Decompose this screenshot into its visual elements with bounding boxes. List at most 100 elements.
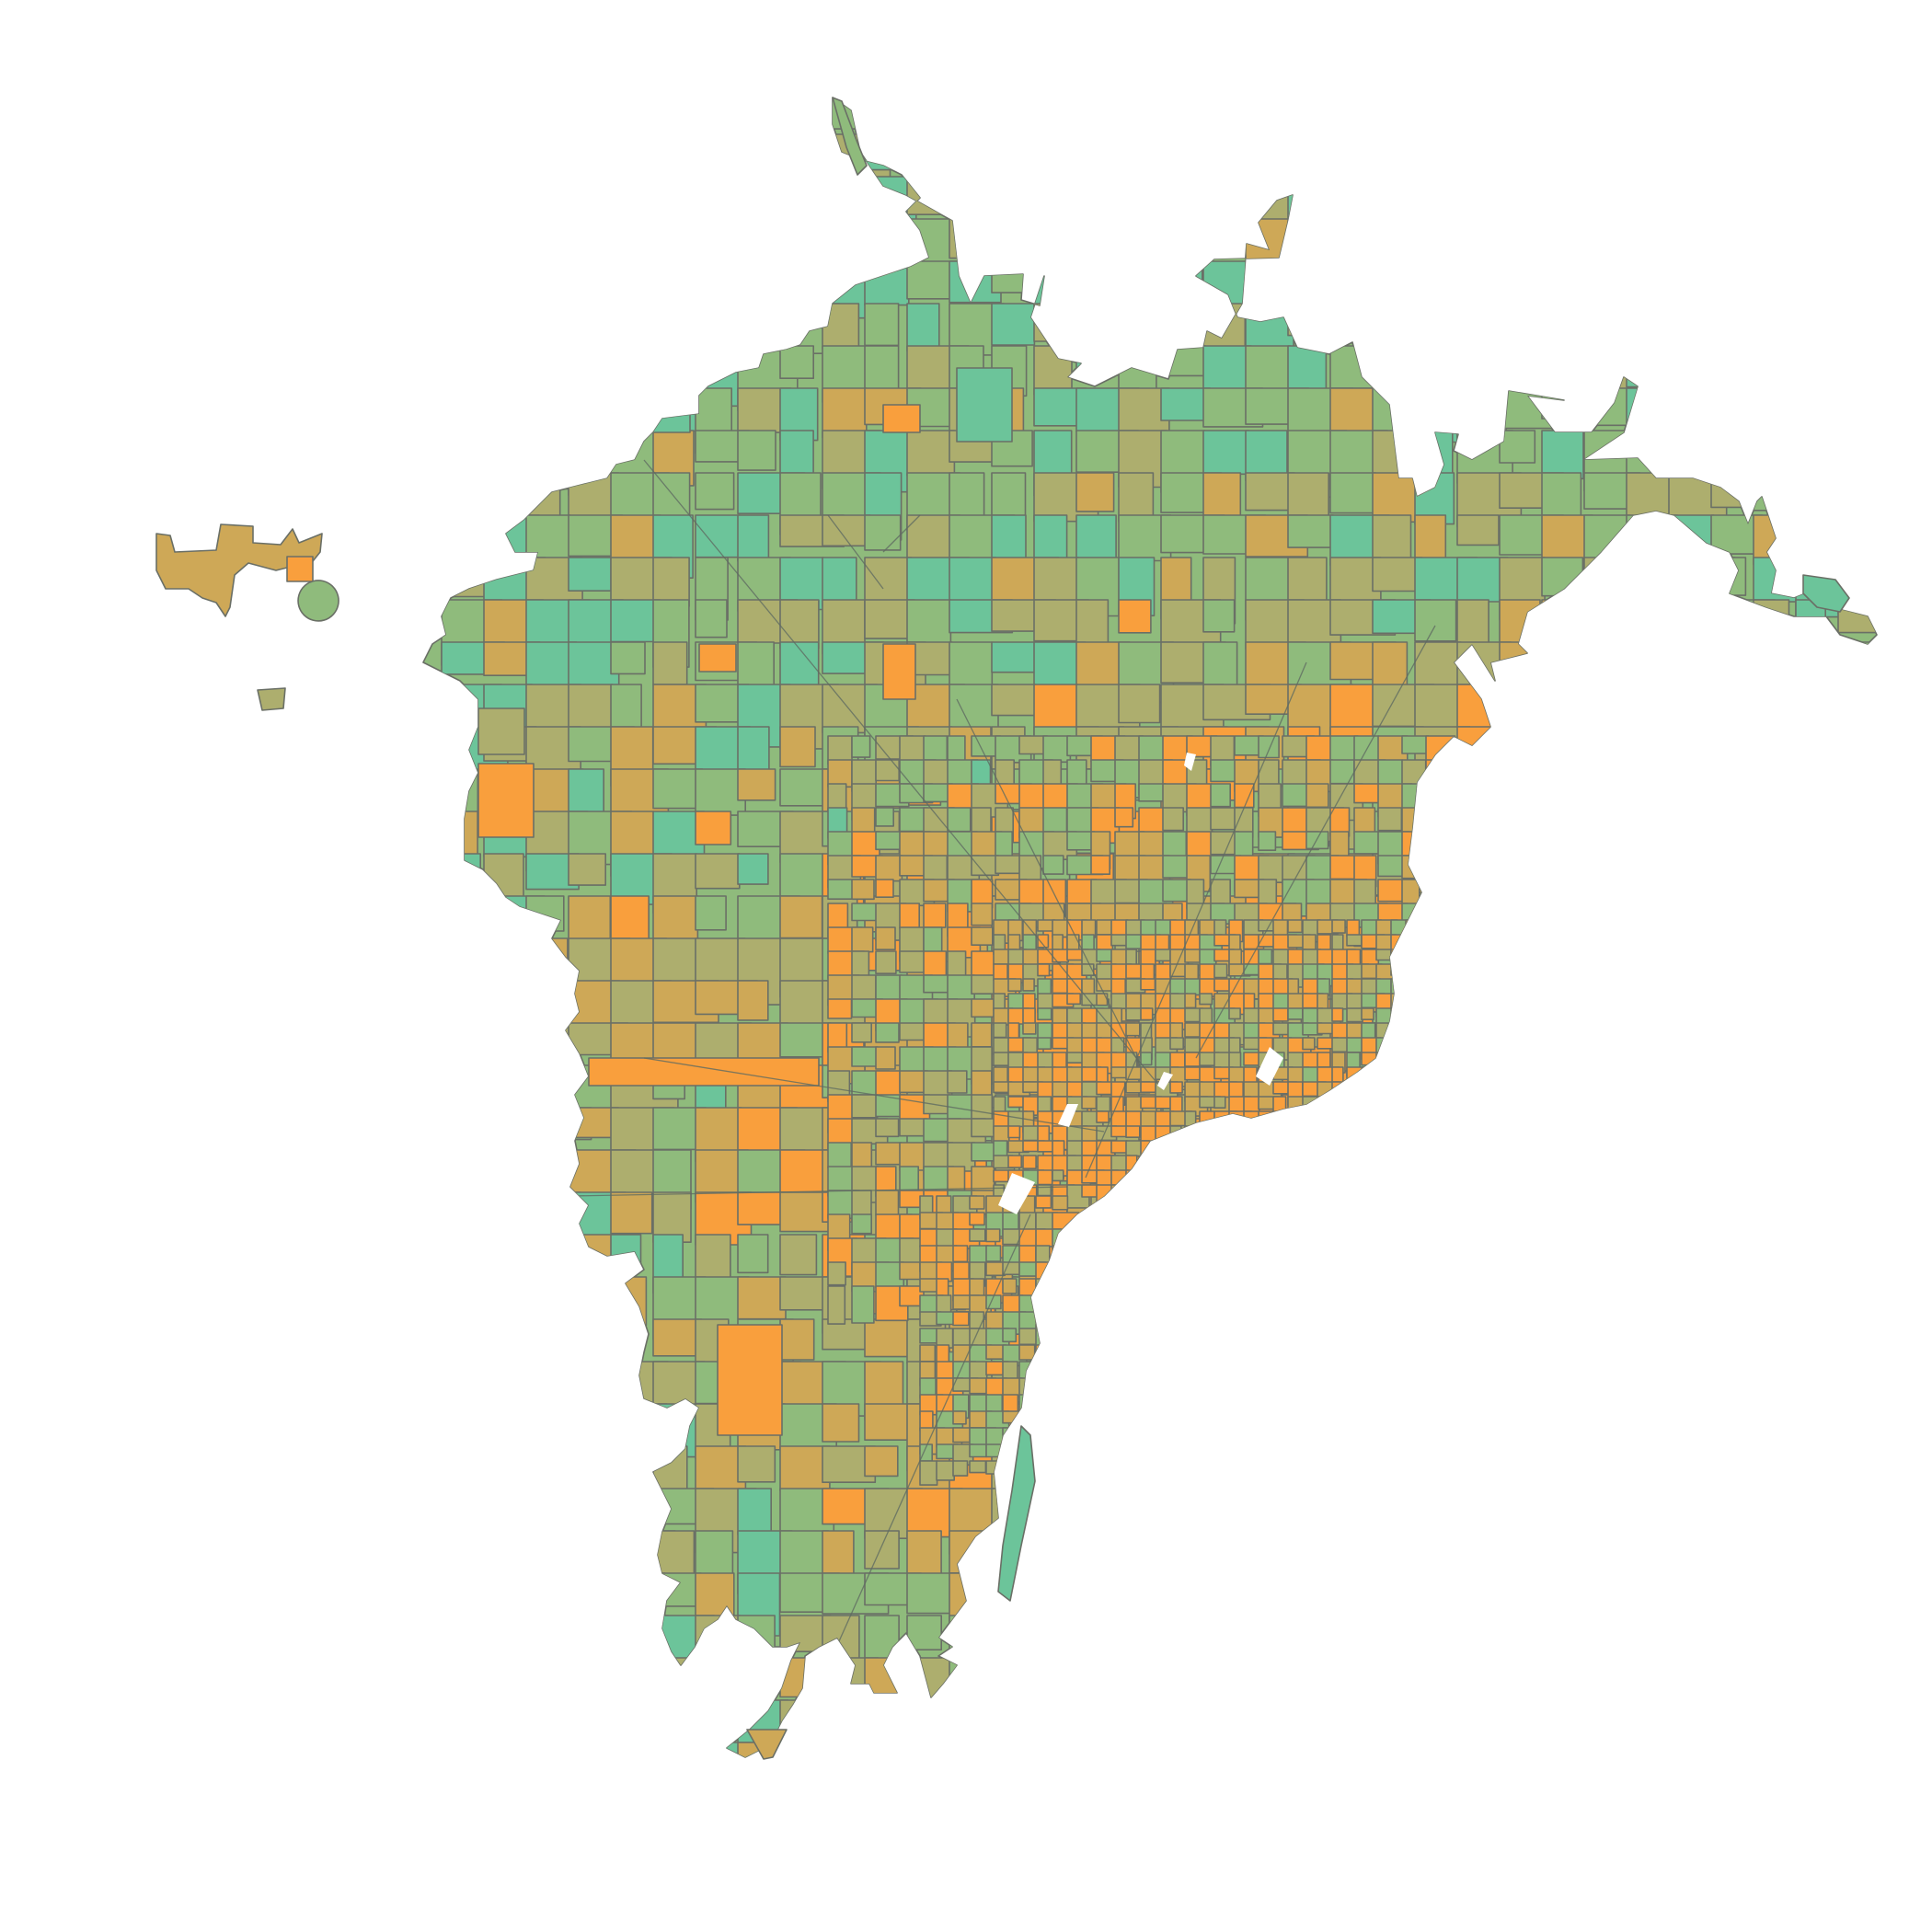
tract-cell	[1372, 1742, 1440, 1757]
tract-cell	[1414, 1191, 1458, 1253]
tract-cell	[1401, 1022, 1442, 1056]
tract-cell	[525, 176, 579, 232]
tract-cell	[1018, 1311, 1042, 1330]
tract-cell	[1583, 303, 1626, 366]
tract-cell	[1287, 1110, 1300, 1133]
tract-cell	[610, 303, 664, 362]
tract-cell	[1668, 1445, 1723, 1495]
tract-cell	[1346, 934, 1363, 947]
tract-cell	[1414, 1107, 1482, 1146]
tract-cell	[1753, 1149, 1822, 1215]
tract-cell	[1668, 1022, 1709, 1065]
tract-cell	[1837, 1191, 1877, 1257]
tract-cell	[441, 1403, 509, 1456]
tract-cell	[1425, 735, 1456, 774]
tract-cell	[1710, 387, 1752, 454]
tract-cell	[1710, 1149, 1774, 1202]
tract-cell	[1499, 1488, 1547, 1555]
tract-cell	[1162, 1261, 1196, 1294]
tract-cell	[1329, 1234, 1368, 1294]
tract-cell	[441, 937, 489, 1003]
tract-cell	[1302, 1096, 1326, 1117]
tract-cell	[1405, 919, 1421, 933]
tract-cell	[1753, 1530, 1800, 1594]
tract-cell	[875, 1190, 900, 1216]
tract-cell	[991, 1699, 1033, 1757]
tract-cell	[949, 1572, 989, 1632]
tract-cell	[851, 1285, 875, 1324]
tract-cell	[1710, 1530, 1755, 1578]
tract-cell	[1169, 1081, 1183, 1094]
tract-cell	[1317, 949, 1335, 967]
tract-cell	[1456, 1699, 1515, 1757]
tract-cell	[525, 260, 569, 316]
tract-cell	[1541, 176, 1593, 226]
tract-cell	[1213, 1140, 1227, 1161]
tract-cell	[1160, 1488, 1210, 1526]
tract-cell	[441, 387, 483, 436]
tract-cell	[1795, 811, 1837, 844]
tract-cell	[1245, 260, 1280, 322]
tract-cell	[1110, 934, 1128, 947]
tract-cell	[1753, 1107, 1792, 1172]
tract-cell	[1456, 1488, 1502, 1556]
tract-cell	[1245, 1572, 1311, 1604]
tract-cell	[1090, 855, 1111, 876]
tract-cell	[1626, 1276, 1669, 1335]
tract-cell	[1880, 854, 1932, 895]
tract-cell	[1287, 1403, 1336, 1439]
tract-cell	[1258, 1125, 1277, 1144]
tract-cell	[779, 260, 834, 322]
tract-cell	[610, 260, 673, 310]
tract-cell	[1583, 1742, 1648, 1757]
tract-cell	[875, 1142, 903, 1166]
tract-cell	[1052, 1410, 1073, 1438]
tract-cell	[695, 1699, 733, 1757]
region-cells	[441, 98, 1932, 1757]
tract-cell	[610, 1445, 643, 1497]
tract-cell	[1090, 1285, 1112, 1319]
tract-cell	[1331, 919, 1346, 934]
tract-cell	[1258, 1155, 1282, 1176]
tract-cell	[1499, 684, 1558, 745]
tract-cell	[1795, 218, 1857, 270]
tract-cell	[1272, 963, 1288, 982]
tract-cell	[1081, 1096, 1098, 1110]
tract-cell	[1202, 1615, 1260, 1663]
tract-cell	[1795, 1064, 1854, 1104]
tract-cell	[1626, 1234, 1668, 1271]
tract-cell	[1317, 1096, 1334, 1113]
tract-cell	[923, 974, 949, 994]
tract-cell	[737, 218, 785, 274]
tract-cell	[1035, 1377, 1051, 1396]
tract-cell	[1499, 1742, 1562, 1757]
tract-cell	[1353, 1094, 1378, 1122]
tract-cell	[1541, 1234, 1607, 1286]
tract-cell	[1202, 1191, 1255, 1227]
tract-cell	[568, 557, 612, 592]
tract-cell	[1375, 1155, 1390, 1180]
tract-cell	[1390, 1125, 1408, 1142]
tract-cell	[1880, 684, 1911, 723]
tract-cell	[1583, 260, 1639, 314]
tract-cell	[851, 1094, 879, 1119]
tract-cell	[1245, 1445, 1295, 1486]
tract-cell	[1710, 345, 1758, 385]
tract-cell	[1372, 514, 1412, 565]
tract-cell	[1007, 978, 1022, 992]
tract-cell	[875, 1070, 902, 1098]
tract-cell	[1052, 1169, 1064, 1182]
tract-cell	[1184, 1184, 1199, 1203]
tract-cell	[1033, 1742, 1069, 1757]
tract-cell	[1425, 1261, 1458, 1301]
tract-cell	[1361, 1066, 1379, 1090]
tract-cell	[695, 895, 727, 931]
tract-cell	[1626, 641, 1660, 710]
tract-cell	[1880, 1192, 1932, 1235]
tract-cell	[1329, 1699, 1398, 1731]
tract-cell	[1353, 783, 1381, 804]
tract-cell	[1035, 1394, 1058, 1408]
tract-cell	[1118, 218, 1175, 257]
tract-cell	[1234, 1142, 1269, 1161]
tract-cell	[1377, 1118, 1403, 1148]
